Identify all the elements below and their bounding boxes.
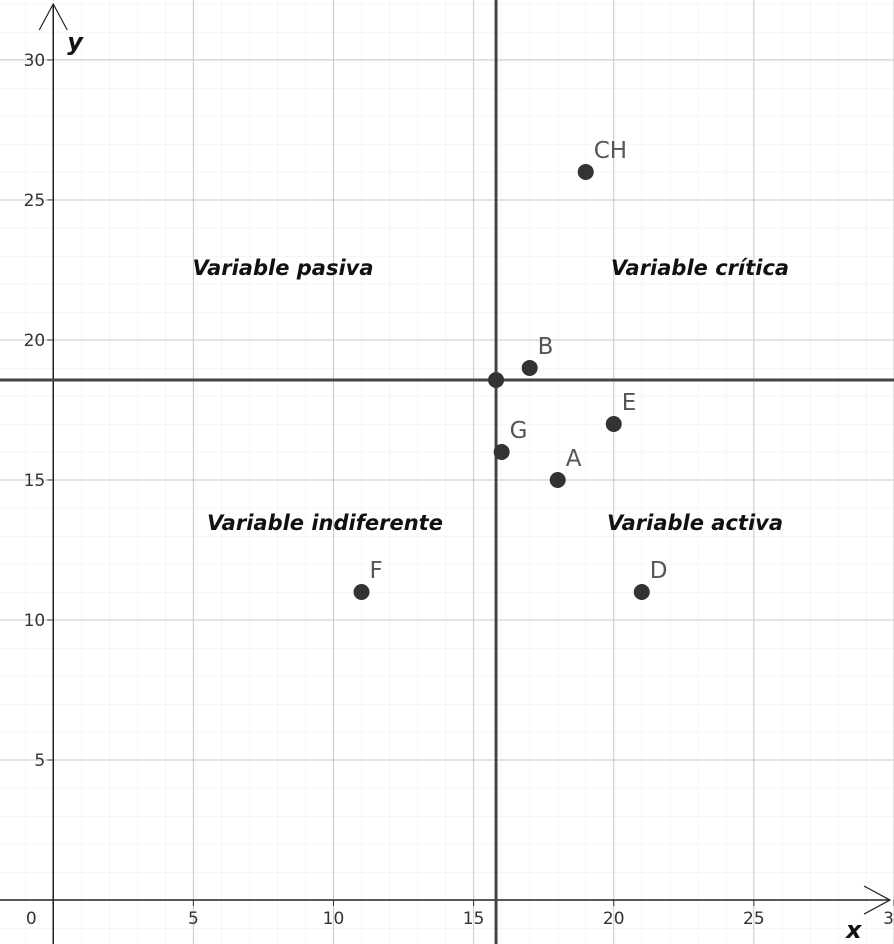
point-label: CH	[594, 138, 627, 164]
y-tick-label: 30	[24, 51, 46, 71]
region-label: Variable pasiva	[192, 256, 373, 280]
region-label: Variable activa	[607, 511, 783, 535]
point-label: B	[538, 334, 554, 360]
point-label: D	[650, 558, 668, 584]
x-tick-label: 30	[883, 909, 894, 929]
x-tick-label: 25	[743, 909, 765, 929]
y-tick-label: 5	[34, 751, 45, 771]
x-tick-label: 15	[463, 909, 485, 929]
point	[493, 443, 510, 460]
point	[521, 359, 538, 376]
point	[488, 372, 505, 389]
x-tick-label: 5	[188, 909, 199, 929]
x-tick-label: 0	[26, 909, 37, 929]
region-label: Variable crítica	[611, 256, 789, 280]
x-axis-label: x	[845, 916, 863, 944]
region-label: Variable indiferente	[207, 511, 443, 535]
point-label: G	[510, 418, 528, 444]
point	[633, 583, 650, 600]
y-tick-label: 20	[24, 331, 46, 351]
point	[577, 163, 594, 180]
y-axis-label: y	[67, 28, 84, 56]
y-tick-label: 10	[24, 611, 46, 631]
point	[605, 415, 622, 432]
y-axis-arrow	[38, 2, 68, 31]
point-label: A	[566, 446, 582, 472]
point-label: E	[622, 390, 637, 416]
y-tick-label: 25	[24, 191, 46, 211]
x-axis-arrow	[863, 885, 892, 915]
y-tick-label: 15	[24, 471, 46, 491]
x-tick-label: 20	[603, 909, 625, 929]
point	[353, 583, 370, 600]
x-tick-label: 10	[323, 909, 345, 929]
point	[549, 471, 566, 488]
point-label: F	[370, 558, 383, 584]
